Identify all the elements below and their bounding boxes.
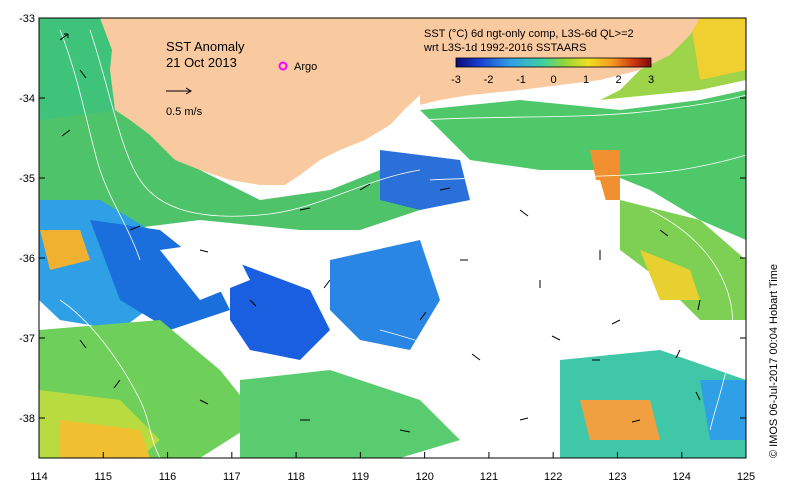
current-vectors: [59, 33, 701, 433]
colorbar-title-line1: SST (°C) 6d ngt-only comp, L3S-6d QL>=2: [424, 28, 634, 40]
y-tick-label: -34: [19, 93, 35, 105]
isobath-contours: [59, 29, 746, 458]
argo-legend-label: Argo: [294, 61, 317, 73]
colorbar-title-line2: wrt L3S-1d 1992-2016 SSTAARS: [423, 42, 586, 54]
x-tick-label: 117: [223, 471, 241, 483]
sst-anomaly-field: [39, 18, 746, 458]
x-tick-label: 119: [352, 471, 370, 483]
y-tick-label: -33: [19, 13, 35, 25]
x-tick-label: 123: [608, 471, 626, 483]
colorbar-ticks: -3 -2 -1 0 1 2 3: [451, 74, 654, 86]
x-tick-label: 118: [287, 471, 305, 483]
map-plot-area: [39, 18, 746, 458]
y-tick-label: -36: [19, 253, 35, 265]
scale-arrow-label: 0.5 m/s: [166, 106, 203, 118]
map-frame: [38, 17, 747, 459]
y-tick-label: -38: [19, 413, 35, 425]
credit-text-vertical: © IMOS 06-Jul-2017 00:04 Hobart Time: [763, 18, 783, 458]
y-tick-label: -37: [19, 333, 35, 345]
x-tick-label: 122: [544, 471, 562, 483]
x-tick-label: 125: [737, 471, 755, 483]
colorbar-tick-label: 0: [550, 74, 556, 86]
colorbar-tick-label: 3: [648, 74, 654, 86]
x-tick-label: 115: [94, 471, 112, 483]
colorbar-tick-label: -2: [484, 74, 494, 86]
x-tick-label: 124: [673, 471, 691, 483]
credit-text: © IMOS 06-Jul-2017 00:04 Hobart Time: [768, 264, 780, 458]
argo-marker-icon: [278, 61, 288, 71]
x-tick-label: 114: [30, 471, 48, 483]
colorbar-tick-label: 1: [583, 74, 589, 86]
map-date: 21 Oct 2013: [166, 55, 237, 70]
x-tick-label: 121: [480, 471, 498, 483]
colorbar-tick-label: 2: [615, 74, 621, 86]
x-axis: 114 115 116 117 118 119 120 121 122 123 124 125: [30, 452, 755, 483]
scale-arrow: [166, 87, 192, 95]
y-tick-label: -35: [19, 173, 35, 185]
land-mass: [100, 18, 420, 185]
x-tick-label: 116: [159, 471, 177, 483]
colorbar-tick-label: -3: [451, 74, 461, 86]
colorbar: [455, 57, 652, 68]
y-axis: -33-34-35-36-37-38: [19, 13, 746, 425]
colorbar-tick-label: -1: [516, 74, 526, 86]
map-title: SST Anomaly: [166, 39, 245, 54]
x-tick-label: 120: [415, 471, 433, 483]
